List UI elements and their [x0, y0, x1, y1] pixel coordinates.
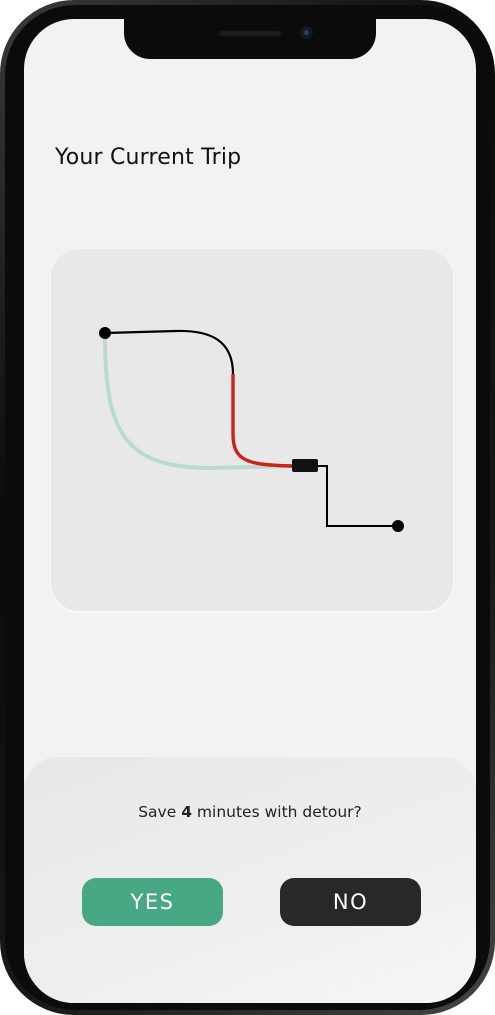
screen: Your Current Trip Save 4 minutes with de…	[24, 19, 476, 1003]
camera-icon	[300, 26, 313, 39]
original-route	[104, 329, 235, 375]
no-button[interactable]: NO	[280, 878, 421, 926]
route-map-graphic	[99, 327, 404, 532]
start-point-icon	[99, 327, 111, 339]
end-point-icon	[392, 520, 404, 532]
traffic-delay-segment	[231, 374, 294, 468]
notch	[124, 18, 376, 59]
question-prefix: Save	[138, 803, 182, 821]
page-title: Your Current Trip	[55, 145, 242, 170]
detour-question: Save 4 minutes with detour?	[24, 803, 476, 821]
detour-route	[103, 331, 295, 471]
minutes-saved: 4	[181, 803, 192, 821]
vehicle-icon	[292, 459, 318, 472]
remaining-route	[316, 465, 398, 527]
question-suffix: minutes with detour?	[192, 803, 362, 821]
yes-button[interactable]: YES	[82, 878, 223, 926]
trip-map[interactable]	[51, 249, 453, 611]
speaker-grille	[218, 29, 282, 36]
